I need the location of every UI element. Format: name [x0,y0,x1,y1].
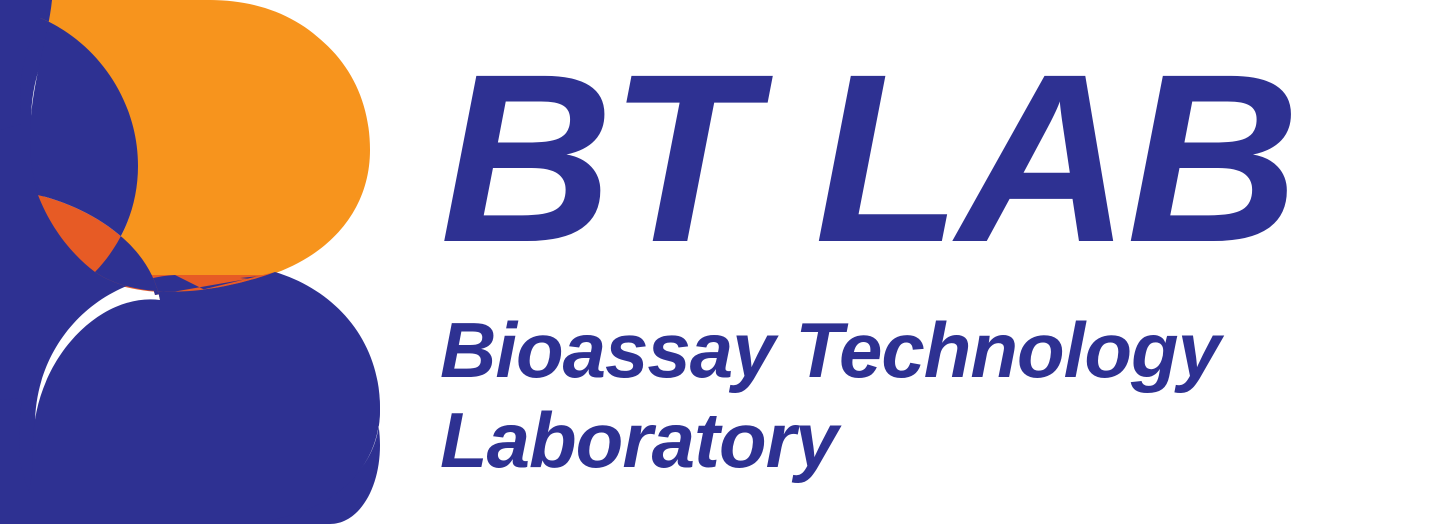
subtitle-line-2: Laboratory [440,396,837,484]
logo-mark-icon [0,0,380,524]
subtitle-line-1: Bioassay Technology [440,306,1220,394]
bt-lab-logo: BT LAB Bioassay Technology Laboratory [0,0,1445,524]
logo-text-block: BT LAB Bioassay Technology Laboratory [440,38,1296,485]
brand-title: BT LAB [440,38,1296,278]
brand-subtitle: Bioassay Technology Laboratory [440,306,1296,485]
